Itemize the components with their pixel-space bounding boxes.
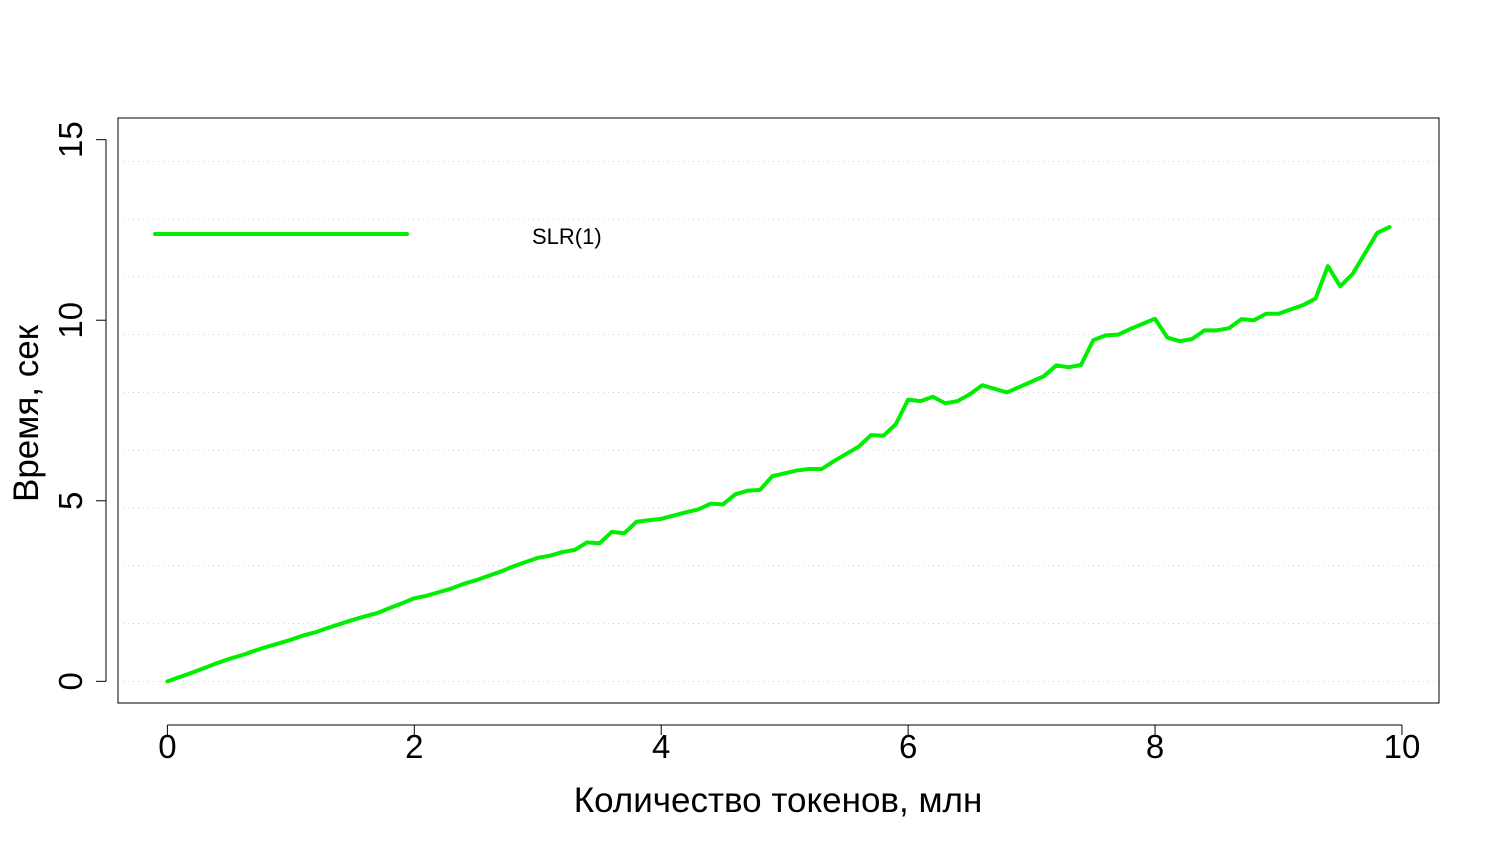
y-tick-label: 15	[52, 121, 89, 158]
series-lines	[165, 225, 1392, 684]
x-tick-label: 2	[405, 728, 423, 765]
x-tick-label: 8	[1146, 728, 1164, 765]
x-tick-label: 10	[1384, 728, 1421, 765]
axes: 0 2 4 6 8 10 0 5 10 15	[52, 121, 1420, 765]
y-tick-label: 5	[52, 492, 89, 510]
y-axis-title: Время, сек	[7, 324, 46, 502]
series-line-slr1	[165, 225, 1392, 684]
legend-label-slr1: SLR(1)	[532, 224, 602, 249]
y-tick-label: 10	[52, 302, 89, 339]
legend: SLR(1)	[153, 224, 602, 249]
x-tick-label: 0	[158, 728, 176, 765]
x-tick-label: 6	[899, 728, 917, 765]
x-tick-label: 4	[652, 728, 670, 765]
plot-frame	[117, 117, 1440, 704]
y-tick-label: 0	[52, 672, 89, 690]
x-axis-title: Количество токенов, млн	[574, 781, 983, 820]
